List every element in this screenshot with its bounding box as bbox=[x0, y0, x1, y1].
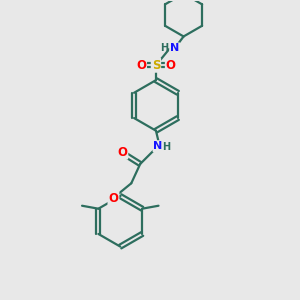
Text: O: O bbox=[166, 59, 176, 72]
Text: H: H bbox=[162, 142, 170, 152]
Text: N: N bbox=[170, 44, 179, 53]
Text: H: H bbox=[160, 44, 169, 53]
Text: N: N bbox=[153, 141, 163, 151]
Text: S: S bbox=[152, 59, 160, 72]
Text: O: O bbox=[136, 59, 146, 72]
Text: O: O bbox=[117, 146, 128, 159]
Text: O: O bbox=[108, 192, 118, 205]
